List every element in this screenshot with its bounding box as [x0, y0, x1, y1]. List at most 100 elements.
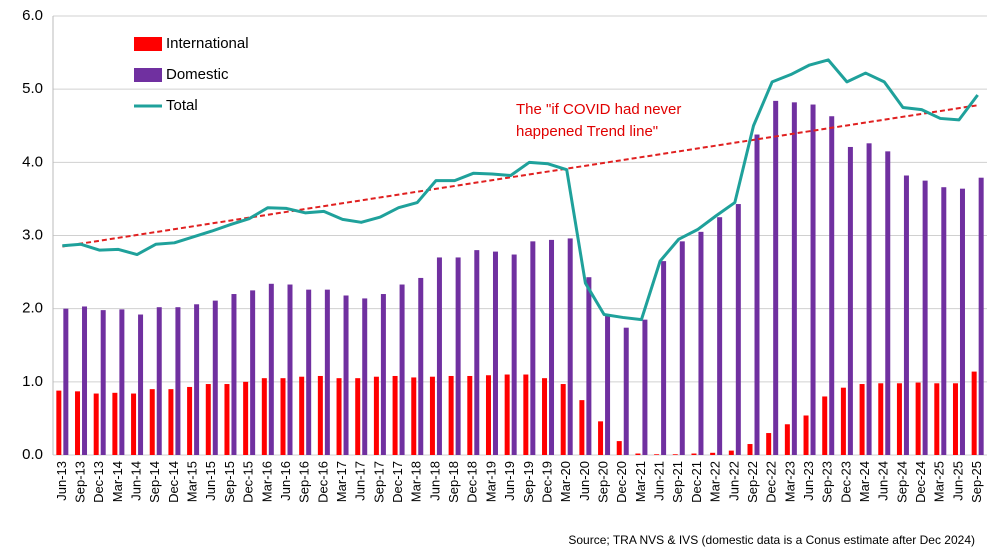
x-tick-label: Mar-14 [110, 461, 125, 502]
bar [138, 314, 144, 455]
bar [523, 374, 529, 455]
bar [766, 433, 772, 455]
bar [560, 384, 566, 455]
x-tick-label: Mar-25 [932, 461, 947, 502]
y-tick-label: 5.0 [22, 80, 43, 97]
bar [915, 382, 921, 455]
bar [261, 378, 267, 455]
x-tick-label: Jun-15 [203, 461, 218, 501]
x-tick-label: Sep-24 [894, 461, 909, 503]
legend-label: Total [166, 97, 198, 114]
bar [605, 315, 611, 455]
bar [747, 444, 753, 455]
bar [355, 378, 361, 455]
bar [492, 251, 498, 455]
x-tick-label: Jun-19 [502, 461, 517, 501]
bar [903, 175, 909, 455]
x-tick-label: Mar-19 [483, 461, 498, 502]
bar [399, 284, 405, 455]
bar [847, 146, 853, 456]
y-tick-label: 0.0 [22, 446, 43, 463]
x-tick-label: Jun-21 [652, 461, 667, 501]
x-tick-label: Sep-20 [595, 461, 610, 503]
x-tick-label: Dec-21 [689, 461, 704, 503]
x-tick-label: Jun-13 [54, 461, 69, 501]
bar [306, 289, 312, 455]
x-tick-label: Sep-21 [670, 461, 685, 503]
x-tick-label: Dec-14 [166, 461, 181, 503]
x-tick-label: Dec-13 [91, 461, 106, 503]
y-tick-label: 6.0 [22, 7, 43, 24]
bar [710, 452, 716, 455]
bar [549, 239, 555, 455]
x-tick-label: Mar-16 [259, 461, 274, 502]
bar [642, 319, 648, 455]
bar [952, 383, 958, 455]
bar [878, 383, 884, 455]
bar [280, 378, 286, 455]
bar [586, 277, 592, 455]
bar [511, 254, 517, 455]
bar [205, 384, 211, 455]
x-tick-label: Dec-24 [913, 461, 928, 503]
legend-swatch [134, 68, 162, 82]
bar [149, 389, 155, 455]
bar [411, 377, 417, 455]
bar [773, 100, 779, 455]
x-tick-label: Jun-23 [801, 461, 816, 501]
bar [623, 327, 629, 455]
x-tick-label: Jun-14 [128, 461, 143, 501]
x-tick-label: Dec-19 [539, 461, 554, 503]
bar [679, 241, 685, 455]
bar [194, 304, 200, 455]
bar [784, 424, 790, 455]
x-tick-label: Sep-16 [297, 461, 312, 503]
trend-annotation: happened Trend line" [516, 123, 658, 140]
bar [859, 384, 865, 455]
bar [467, 375, 473, 455]
total-line [62, 58, 979, 322]
bar [63, 308, 69, 455]
bar [661, 261, 667, 455]
bar [698, 231, 704, 455]
x-tick-label: Sep-19 [521, 461, 536, 503]
x-tick-label: Jun-25 [950, 461, 965, 501]
x-tick-label: Sep-13 [72, 461, 87, 503]
bar [287, 284, 293, 455]
bar [93, 393, 99, 455]
bar [485, 375, 491, 455]
x-tick-label: Jun-22 [726, 461, 741, 501]
bar [299, 376, 305, 455]
bar [112, 392, 118, 455]
bar [728, 450, 734, 455]
bar [598, 421, 604, 455]
bar [175, 307, 181, 455]
bar [362, 298, 368, 455]
bar [156, 307, 162, 455]
bar [243, 381, 249, 455]
x-tick-label: Mar-20 [558, 461, 573, 502]
bar [530, 241, 536, 455]
legend-swatch [134, 37, 162, 51]
y-tick-label: 1.0 [22, 373, 43, 390]
bar [380, 294, 386, 455]
bar [934, 383, 940, 455]
x-tick-label: Dec-17 [390, 461, 405, 503]
x-tick-label: Mar-21 [633, 461, 648, 502]
bar [324, 289, 330, 455]
bar [131, 393, 137, 455]
bar [542, 378, 548, 455]
x-tick-label: Sep-17 [371, 461, 386, 503]
x-tick-label: Sep-25 [969, 461, 984, 503]
bar [317, 375, 323, 455]
bar [436, 257, 442, 455]
bar [268, 283, 274, 455]
y-tick-label: 4.0 [22, 153, 43, 170]
legend-label: International [166, 35, 249, 52]
bar [392, 375, 398, 455]
bar [978, 177, 984, 455]
bar [672, 454, 678, 455]
x-tick-label: Mar-22 [708, 461, 723, 502]
bar [504, 374, 510, 455]
